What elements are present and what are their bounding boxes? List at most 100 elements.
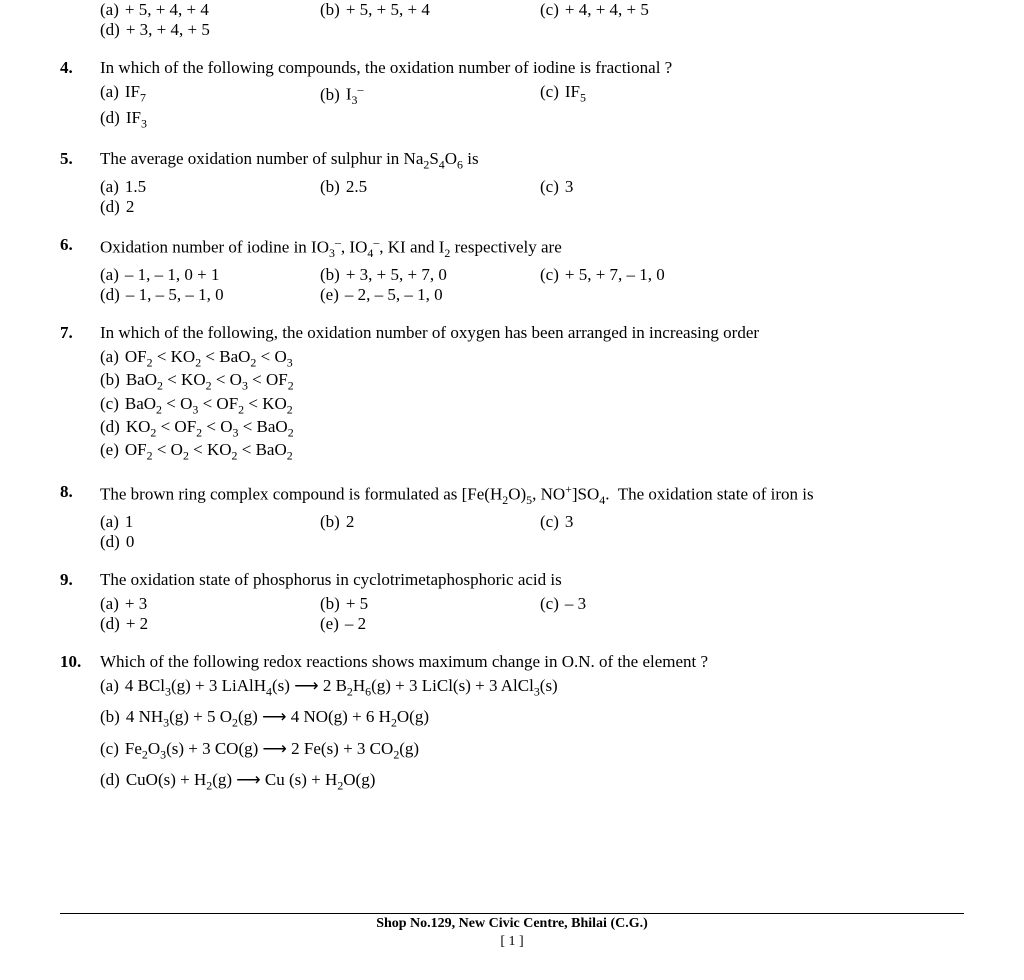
option-d: (d) KO2 < OF2 < O3 < BaO2 — [100, 417, 530, 440]
option-text: IF7 — [125, 82, 146, 105]
option-a: (a) 4 BCl3(g) + 3 LiAlH4(s) ⟶ 2 B2H6(g) +… — [100, 676, 960, 699]
option-text: IF5 — [565, 82, 586, 105]
option-text: + 3, + 4, + 5 — [126, 20, 210, 40]
option-text: 1.5 — [125, 177, 146, 197]
option-label: (a) — [100, 177, 119, 197]
question-number: 7. — [60, 323, 100, 464]
option-label: (b) — [320, 177, 340, 197]
question-body: Oxidation number of iodine in IO3–, IO4–… — [100, 235, 964, 305]
option-label: (a) — [100, 347, 119, 367]
option-text: KO2 < OF2 < O3 < BaO2 — [126, 417, 294, 440]
option-b: (b)+ 5 — [320, 594, 530, 614]
option-label: (d) — [100, 108, 120, 128]
option-text: 4 NH3(g) + 5 O2(g) ⟶ 4 NO(g) + 6 H2O(g) — [126, 707, 429, 730]
option-b: (b) 2.5 — [320, 177, 530, 197]
question-body: In which of the following, the oxidation… — [100, 323, 964, 464]
question-5: 5. The average oxidation number of sulph… — [60, 149, 964, 216]
option-b: (b) + 3, + 5, + 7, 0 — [320, 265, 530, 285]
options: (a)– 1, – 1, 0 + 1 (b) + 3, + 5, + 7, 0 (… — [100, 265, 964, 305]
option-d: (d)CuO(s) + H2(g) ⟶ Cu (s) + H2O(g) — [100, 770, 960, 793]
option-text: CuO(s) + H2(g) ⟶ Cu (s) + H2O(g) — [126, 770, 376, 793]
option-label: (e) — [320, 285, 339, 305]
option-b: (b)4 NH3(g) + 5 O2(g) ⟶ 4 NO(g) + 6 H2O(… — [100, 707, 960, 730]
question-stem: Which of the following redox reactions s… — [100, 652, 970, 672]
question-number: 8. — [60, 482, 100, 552]
option-label: (c) — [540, 594, 559, 614]
option-label: (d) — [100, 417, 120, 437]
option-label: (a) — [100, 594, 119, 614]
question-stem: Oxidation number of iodine in IO3–, IO4–… — [100, 235, 964, 261]
options: (a)1 (b)2 (c)3 (d)0 — [100, 512, 964, 552]
option-text: 2.5 — [346, 177, 367, 197]
option-label: (b) — [320, 0, 340, 20]
option-d: (d) + 3, + 4, + 5 — [100, 20, 310, 40]
option-text: OF2 < O2 < KO2 < BaO2 — [125, 440, 293, 463]
option-a: (a)+ 3 — [100, 594, 310, 614]
options: (a)+ 3 (b)+ 5 (c)– 3 (d)+ 2 (e)– 2 — [100, 594, 964, 634]
option-text: + 5, + 4, + 4 — [125, 0, 209, 20]
question-number: 4. — [60, 58, 100, 131]
options: (a)IF7 (b)I3– (c)IF5 (d)IF3 — [100, 82, 964, 131]
option-a: (a)IF7 — [100, 82, 310, 108]
option-text: – 3 — [565, 594, 586, 614]
option-label: (a) — [100, 0, 119, 20]
question-number: 6. — [60, 235, 100, 305]
option-c: (c)3 — [540, 177, 750, 197]
option-label: (c) — [100, 394, 119, 414]
option-b: (b)BaO2 < KO2 < O3 < OF2 — [100, 370, 530, 393]
option-label: (b) — [320, 265, 340, 285]
option-label: (a) — [100, 512, 119, 532]
orphan-options-row: (a)+ 5, + 4, + 4 (b)+ 5, + 5, + 4 (c)+ 4… — [60, 0, 964, 40]
question-stem: The brown ring complex compound is formu… — [100, 482, 964, 508]
option-label: (b) — [100, 370, 120, 390]
option-text: I3– — [346, 82, 364, 108]
options: (a)OF2 < KO2 < BaO2 < O3 (b)BaO2 < KO2 <… — [100, 347, 964, 464]
option-text: + 3, + 5, + 7, 0 — [346, 265, 447, 285]
option-label: (a) — [100, 265, 119, 285]
option-a: (a)– 1, – 1, 0 + 1 — [100, 265, 310, 285]
option-e: (e) OF2 < O2 < KO2 < BaO2 — [100, 440, 530, 463]
options: (a) 4 BCl3(g) + 3 LiAlH4(s) ⟶ 2 B2H6(g) +… — [100, 676, 970, 796]
option-text: + 5, + 5, + 4 — [346, 0, 430, 20]
option-text: 1 — [125, 512, 134, 532]
option-d: (d)– 1, – 5, – 1, 0 — [100, 285, 310, 305]
option-text: + 2 — [126, 614, 148, 634]
option-label: (c) — [100, 739, 119, 759]
option-d: (d)0 — [100, 532, 310, 552]
option-c: (c)BaO2 < O3 < OF2 < KO2 — [100, 394, 530, 417]
page-footer: Shop No.129, New Civic Centre, Bhilai (C… — [0, 913, 1024, 950]
question-9: 9. The oxidation state of phosphorus in … — [60, 570, 964, 634]
question-stem: The average oxidation number of sulphur … — [100, 149, 964, 172]
option-label: (d) — [100, 197, 120, 217]
option-text: + 4, + 4, + 5 — [565, 0, 649, 20]
question-stem: The oxidation state of phosphorus in cyc… — [100, 570, 964, 590]
option-a: (a) + 5, + 4, + 4 — [100, 0, 310, 20]
page-content: (a) + 5, + 4, + 4 (b) + 5, + 5, + 4 (c) + 4… — [0, 0, 1024, 795]
option-label: (a) — [100, 676, 119, 696]
question-10: 10. Which of the following redox reactio… — [60, 652, 964, 796]
question-body: In which of the following compounds, the… — [100, 58, 964, 131]
question-body: The oxidation state of phosphorus in cyc… — [100, 570, 964, 634]
option-label: (d) — [100, 285, 120, 305]
page-number: [ 1 ] — [0, 934, 1024, 950]
option-text: 4 BCl3(g) + 3 LiAlH4(s) ⟶ 2 B2H6(g) + 3 … — [125, 676, 558, 699]
option-text: – 2 — [345, 614, 366, 634]
option-b: (b) + 5, + 5, + 4 — [320, 0, 530, 20]
option-c: (c)3 — [540, 512, 750, 532]
option-text: + 5 — [346, 594, 368, 614]
footer-address: Shop No.129, New Civic Centre, Bhilai (C… — [0, 916, 1024, 932]
option-b: (b) I3– — [320, 82, 530, 108]
footer-rule — [60, 913, 964, 914]
option-label: (d) — [100, 20, 120, 40]
option-c: (c) – 3 — [540, 594, 750, 614]
option-a: (a) 1 — [100, 512, 310, 532]
option-text: 3 — [565, 512, 574, 532]
option-label: (b) — [320, 85, 340, 105]
option-text: 2 — [126, 197, 135, 217]
option-text: + 5, + 7, – 1, 0 — [565, 265, 665, 285]
option-label: (b) — [320, 512, 340, 532]
option-label: (e) — [100, 440, 119, 460]
option-label: (c) — [540, 265, 559, 285]
option-d: (d)+ 2 — [100, 614, 310, 634]
option-c: (c) + 5, + 7, – 1, 0 — [540, 265, 750, 285]
